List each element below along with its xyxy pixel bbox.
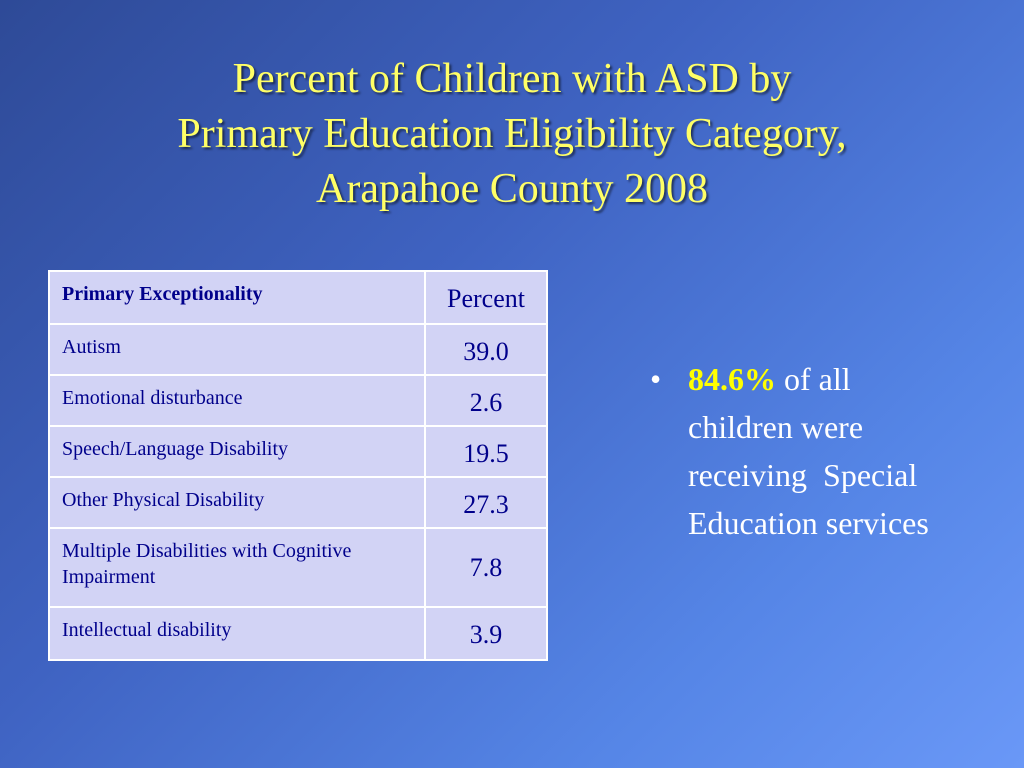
table-row: Intellectual disability 3.9 [48,606,548,661]
bullet-line-4: Education services [688,505,929,541]
row-category: Emotional disturbance [48,374,426,427]
slide-title: Percent of Children with ASD by Primary … [0,52,1024,217]
title-line-1: Percent of Children with ASD by [232,56,792,102]
table-row: Emotional disturbance 2.6 [48,374,548,427]
eligibility-table: Primary Exceptionality Percent Autism 39… [48,270,548,661]
header-percent: Percent [424,270,548,325]
highlight-percent: 84.6% [688,361,776,397]
table-header-row: Primary Exceptionality Percent [48,270,548,325]
title-line-3: Arapahoe County 2008 [316,166,708,212]
header-category: Primary Exceptionality [48,270,426,325]
bullet-marker: • [650,361,662,397]
table-row: Autism 39.0 [48,323,548,376]
bullet-text: 84.6% of all children were receiving Spe… [688,355,1008,547]
row-percent: 27.3 [424,476,548,529]
row-category: Autism [48,323,426,376]
table-row: Speech/Language Disability 19.5 [48,425,548,478]
row-category: Other Physical Disability [48,476,426,529]
table-row: Multiple Disabilities with Cognitive Imp… [48,527,548,608]
row-category: Intellectual disability [48,606,426,661]
row-percent: 19.5 [424,425,548,478]
bullet-line-1: of all [784,361,851,397]
bullet-line-2: children were [688,409,864,445]
row-category: Speech/Language Disability [48,425,426,478]
row-percent: 39.0 [424,323,548,376]
title-line-2: Primary Education Eligibility Category, [177,111,847,157]
row-category: Multiple Disabilities with Cognitive Imp… [48,527,426,608]
row-percent: 7.8 [424,527,548,608]
row-percent: 2.6 [424,374,548,427]
table-row: Other Physical Disability 27.3 [48,476,548,529]
row-percent: 3.9 [424,606,548,661]
bullet-line-3: receiving Special [688,457,918,493]
